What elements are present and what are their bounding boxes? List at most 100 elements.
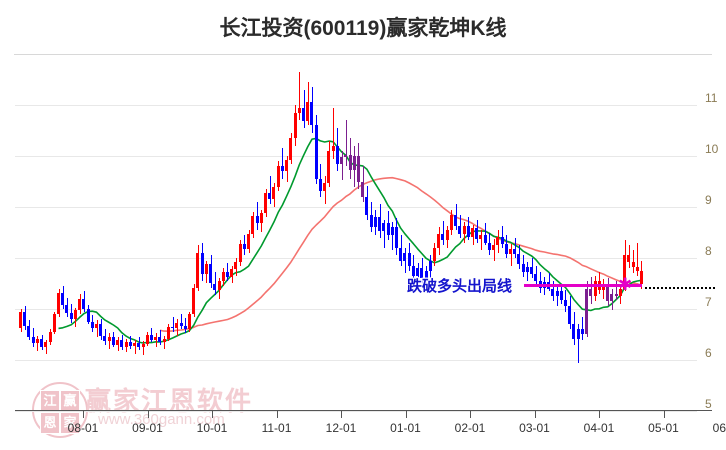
candle-body: [450, 214, 453, 230]
candle-body: [467, 226, 470, 237]
candle-body: [27, 326, 30, 337]
candle-body: [361, 181, 364, 197]
candle-body: [188, 314, 191, 330]
candle-body: [488, 242, 491, 251]
candle-wick: [481, 229, 482, 251]
candle-wick: [164, 335, 165, 349]
candle-body: [65, 304, 68, 314]
candle-wick: [227, 263, 228, 281]
candle-body: [91, 321, 94, 329]
x-axis-label-06-01: 06-01: [712, 421, 726, 435]
candle-body: [365, 196, 368, 215]
candle-body: [378, 217, 381, 232]
candle-body: [551, 288, 554, 297]
title-divider: [14, 54, 712, 55]
y-axis-label-9: 9: [705, 193, 712, 207]
bull-exit-annotation-label: 跌破多头出局线: [407, 277, 513, 295]
candle-body: [526, 267, 529, 273]
candle-wick: [135, 339, 136, 354]
candle-body: [167, 326, 170, 339]
level-line-marker-icon: ✱: [618, 274, 633, 294]
candle-body: [517, 253, 520, 265]
x-axis-tick: [470, 411, 471, 418]
candle-wick: [257, 201, 258, 230]
x-axis-tick: [212, 411, 213, 418]
watermark-seal-icon: 江 赢 恩 家: [32, 382, 88, 438]
candle-body: [268, 192, 271, 200]
candle-wick: [485, 223, 486, 246]
chart-plot-area: ✱ 跌破多头出局线: [15, 55, 715, 412]
candle-body: [234, 262, 237, 270]
x-axis-label-02-01: 02-01: [454, 421, 486, 435]
y-axis-label-10: 10: [705, 142, 719, 156]
x-axis-tick: [599, 411, 600, 418]
candle-body: [610, 293, 613, 302]
candle-body: [619, 288, 622, 297]
seal-char-3: 家: [60, 412, 80, 434]
candle-body: [446, 229, 449, 241]
candle-body: [19, 311, 22, 329]
candle-body: [154, 336, 157, 340]
candle-body: [116, 339, 119, 345]
candle-body: [184, 326, 187, 330]
candle-body: [201, 252, 204, 275]
candle-body: [475, 228, 478, 239]
candle-wick: [215, 272, 216, 295]
candle-body: [336, 145, 339, 164]
x-axis-label-10-01: 10-01: [196, 421, 228, 435]
candle-body: [103, 335, 106, 341]
candle-wick: [549, 273, 550, 292]
candle-body: [560, 291, 563, 300]
y-axis-label-7: 7: [705, 295, 712, 309]
candle-body: [471, 228, 474, 237]
candle-wick: [405, 247, 406, 274]
candle-body: [150, 334, 153, 340]
candle-body: [585, 288, 588, 335]
candle-wick: [342, 150, 343, 181]
candle-body: [205, 264, 208, 275]
candle-body: [230, 269, 233, 278]
candle-wick: [185, 318, 186, 334]
candle-body: [395, 227, 398, 248]
candle-wick: [637, 242, 638, 276]
x-axis-label-03-01: 03-01: [519, 421, 550, 435]
x-axis-tick: [663, 411, 665, 418]
candle-body: [382, 223, 385, 232]
candle-body: [513, 248, 516, 254]
candle-wick: [282, 148, 283, 179]
candle-body: [226, 272, 229, 278]
candle-wick: [143, 340, 144, 355]
candle-body: [146, 334, 149, 344]
candle-wick: [616, 280, 617, 300]
moving-average-lines: [58, 137, 642, 344]
x-axis-label-11-01: 11-01: [261, 421, 292, 435]
candle-body: [256, 216, 259, 224]
candle-body: [192, 287, 195, 315]
candle-body: [357, 156, 360, 182]
candle-body: [327, 150, 330, 183]
candle-body: [319, 178, 322, 191]
x-axis-label-01-01: 01-01: [390, 421, 421, 435]
candle-body: [36, 338, 39, 344]
candle-body: [209, 264, 212, 284]
candle-body: [302, 107, 305, 122]
x-axis-tick: [341, 411, 342, 418]
gridline-5: [15, 411, 697, 412]
page-title: 长江投资(600119)赢家乾坤K线: [219, 17, 507, 40]
candle-body: [87, 309, 90, 322]
candle-body: [530, 267, 533, 275]
candle-body: [632, 262, 635, 268]
candle-body: [82, 298, 85, 309]
candle-body: [606, 284, 609, 302]
candle-body: [501, 236, 504, 244]
y-axis-label-8: 8: [705, 244, 712, 258]
candle-body: [277, 166, 280, 187]
candle-body: [239, 243, 242, 263]
candle-body: [437, 233, 440, 248]
last-price-dotted-line: [645, 286, 715, 289]
x-axis-tick: [83, 411, 84, 418]
candle-body: [243, 243, 246, 249]
candle-body: [294, 112, 297, 139]
candle-wick: [270, 176, 271, 205]
